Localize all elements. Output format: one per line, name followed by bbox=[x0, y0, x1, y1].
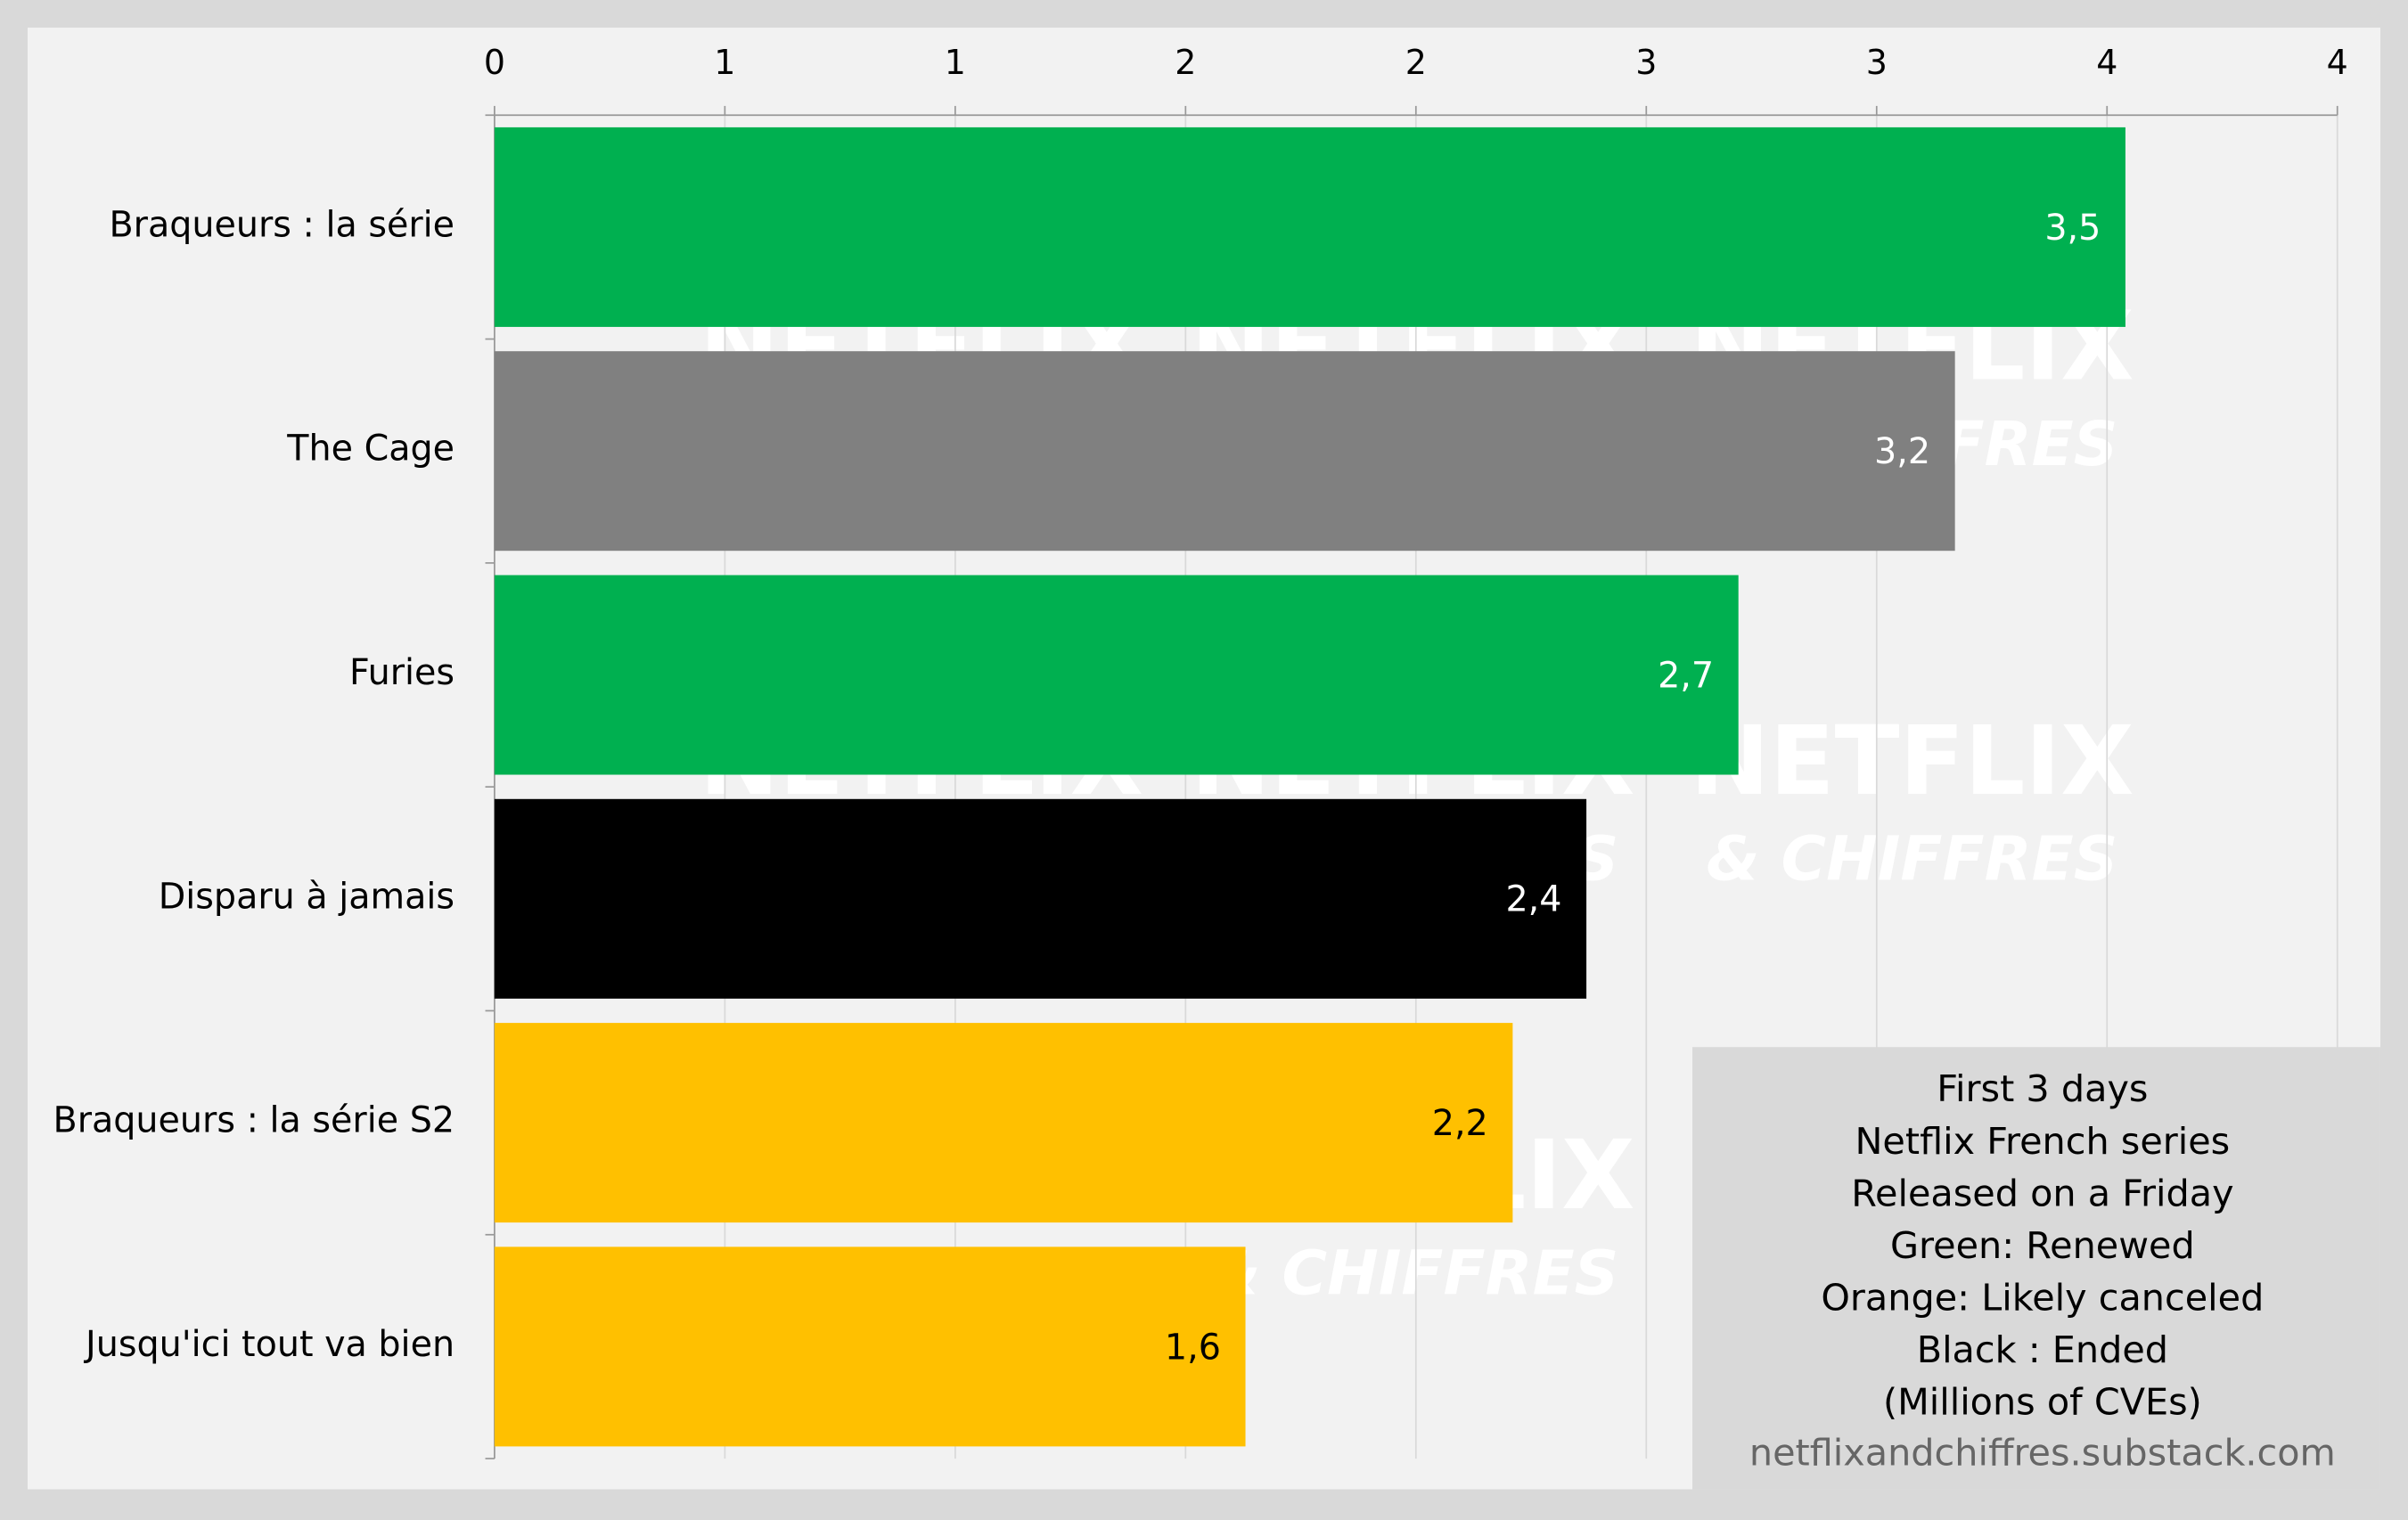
x-tick-label: 1 bbox=[714, 43, 735, 82]
data-label: 3,2 bbox=[1874, 431, 1930, 472]
bar bbox=[494, 1023, 1513, 1223]
bar bbox=[494, 798, 1587, 999]
watermark: & CHIFFRES bbox=[1207, 1238, 1618, 1310]
y-tick-label: The Cage bbox=[286, 429, 455, 470]
legend-line: Netflix French series bbox=[1855, 1120, 2231, 1163]
x-tick-label: 2 bbox=[1175, 43, 1196, 82]
x-tick-label: 1 bbox=[945, 43, 966, 82]
legend-line: Green: Renewed bbox=[1890, 1224, 2195, 1267]
source: netflixandchiffres.substack.com bbox=[1749, 1432, 2336, 1475]
bar bbox=[494, 351, 1955, 552]
bar bbox=[494, 127, 2125, 327]
y-tick-label: Jusqu'ici tout va bien bbox=[83, 1324, 455, 1365]
x-tick-label: 3 bbox=[1866, 43, 1888, 82]
legend-line: Released on a Friday bbox=[1851, 1172, 2233, 1214]
y-tick-label: Disparu à jamais bbox=[159, 876, 455, 917]
legend-line: First 3 days bbox=[1937, 1067, 2148, 1110]
bar bbox=[494, 575, 1739, 775]
y-tick-label: Furies bbox=[349, 652, 455, 693]
y-tick-label: Braqueurs : la série bbox=[109, 204, 455, 245]
y-tick-label: Braqueurs : la série S2 bbox=[53, 1100, 455, 1141]
data-label: 2,4 bbox=[1505, 879, 1561, 920]
x-tick-label: 4 bbox=[2096, 43, 2117, 82]
watermark: NETFLIX bbox=[1690, 707, 2134, 817]
x-tick-label: 3 bbox=[1635, 43, 1657, 82]
legend-line: (Millions of CVEs) bbox=[1883, 1381, 2202, 1424]
legend-box bbox=[1691, 1047, 2380, 1490]
bar bbox=[494, 1246, 1246, 1447]
x-tick-label: 0 bbox=[484, 43, 505, 82]
legend-line: Black : Ended bbox=[1917, 1328, 2168, 1371]
data-label: 3,5 bbox=[2044, 208, 2101, 249]
x-tick-label: 4 bbox=[2327, 43, 2348, 82]
data-label: 2,2 bbox=[1432, 1103, 1488, 1144]
watermark: & CHIFFRES bbox=[1706, 823, 2117, 895]
data-label: 1,6 bbox=[1165, 1327, 1221, 1368]
data-label: 2,7 bbox=[1658, 655, 1714, 696]
x-tick-label: 2 bbox=[1405, 43, 1427, 82]
legend-line: Orange: Likely canceled bbox=[1821, 1277, 2264, 1320]
